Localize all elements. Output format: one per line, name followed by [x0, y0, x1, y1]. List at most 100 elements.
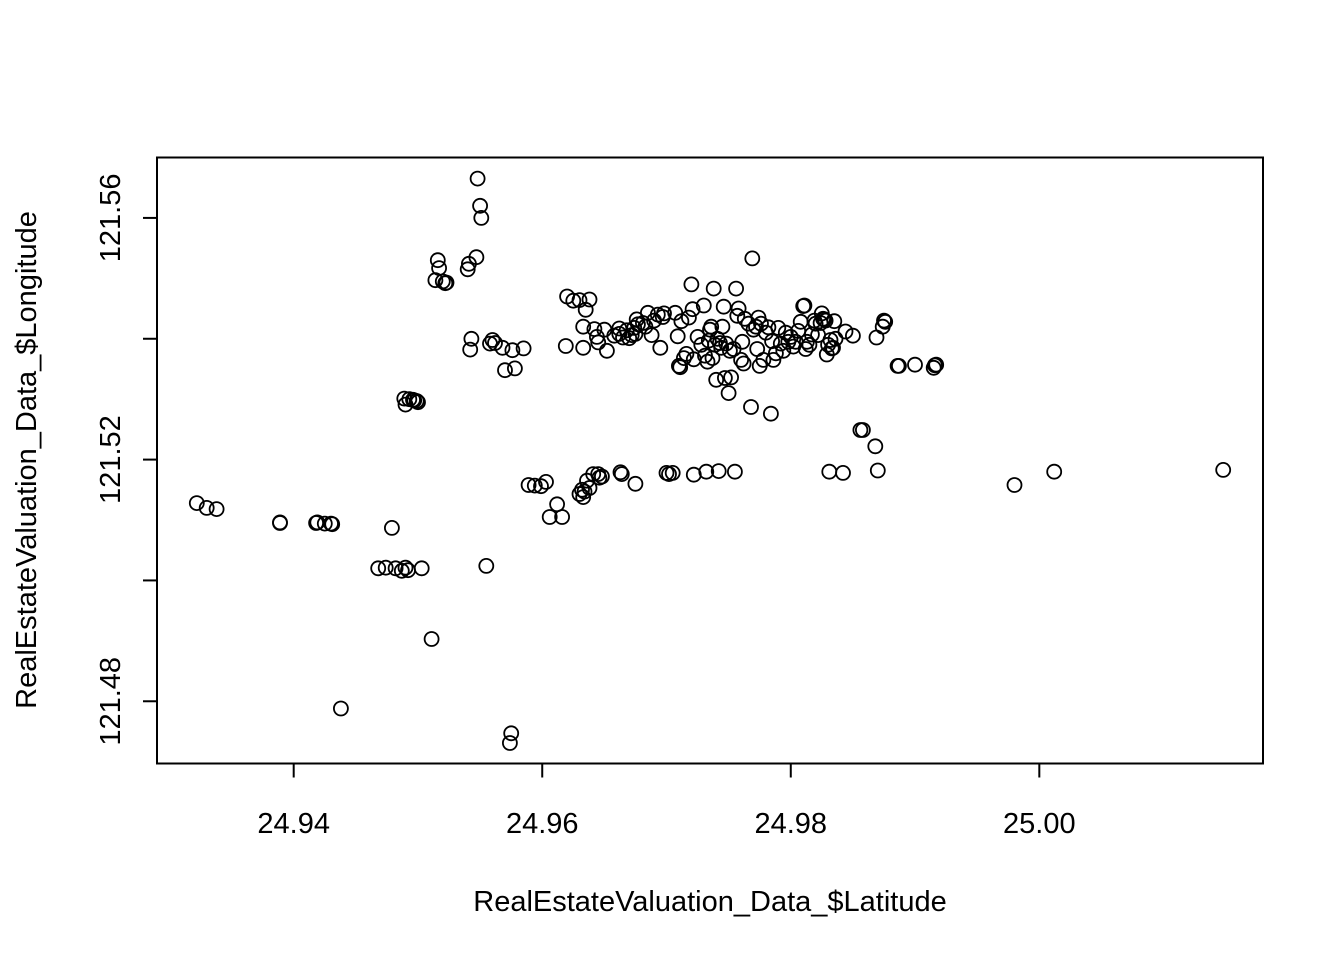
- data-point: [681, 309, 697, 326]
- data-point: [413, 560, 430, 577]
- y-tick-label: 121.48: [95, 657, 127, 746]
- data-point: [423, 631, 440, 647]
- data-point: [463, 330, 480, 347]
- data-point: [459, 261, 476, 278]
- plot-frame: [156, 156, 1264, 765]
- data-point: [755, 351, 772, 368]
- data-point: [627, 475, 644, 492]
- data-point: [728, 280, 744, 297]
- data-point: [565, 292, 582, 309]
- data-point: [316, 515, 333, 532]
- data-point: [735, 355, 752, 372]
- data-point: [410, 394, 426, 411]
- y-axis-label: RealEstateValuation_Data_$Longitude: [11, 211, 43, 709]
- data-point: [689, 328, 706, 345]
- data-point: [590, 334, 607, 351]
- data-point: [673, 313, 690, 330]
- data-point: [397, 559, 414, 576]
- data-point: [611, 325, 628, 342]
- data-point: [907, 356, 923, 373]
- data-point: [729, 307, 746, 324]
- data-point: [473, 209, 490, 226]
- data-point: [577, 301, 594, 318]
- data-point: [825, 339, 841, 356]
- data-point: [1215, 461, 1232, 478]
- data-point: [723, 369, 739, 386]
- data-point: [494, 339, 511, 356]
- data-point: [575, 339, 592, 356]
- data-point: [541, 509, 558, 525]
- data-point: [520, 477, 537, 493]
- data-point: [484, 332, 501, 348]
- data-point: [431, 260, 448, 277]
- data-point: [743, 399, 759, 415]
- data-point: [1006, 477, 1023, 493]
- data-point: [855, 422, 871, 438]
- data-point: [733, 351, 749, 368]
- data-point: [503, 725, 520, 742]
- data-point: [765, 351, 782, 368]
- data-point: [504, 342, 521, 359]
- data-point: [576, 483, 593, 500]
- data-point: [705, 280, 722, 297]
- data-point: [672, 359, 689, 376]
- data-point: [876, 312, 892, 329]
- data-point: [727, 463, 743, 480]
- data-point: [1046, 463, 1063, 480]
- data-point: [462, 341, 479, 358]
- data-point: [703, 318, 720, 335]
- data-point: [591, 469, 608, 486]
- data-point: [775, 342, 792, 359]
- data-point: [612, 464, 629, 481]
- data-point: [720, 385, 737, 402]
- data-point: [664, 464, 681, 481]
- data-point: [581, 291, 598, 308]
- data-point: [538, 473, 554, 490]
- data-point: [468, 249, 485, 266]
- data-point: [698, 463, 715, 480]
- data-point: [554, 509, 570, 525]
- data-point: [796, 297, 813, 314]
- data-point: [821, 463, 838, 480]
- data-point: [574, 481, 590, 498]
- data-point: [656, 305, 672, 322]
- data-point: [613, 466, 630, 483]
- data-point: [877, 313, 894, 330]
- data-point: [817, 312, 834, 329]
- data-point: [715, 298, 732, 315]
- data-point: [370, 560, 387, 577]
- data-point: [478, 558, 495, 574]
- data-point: [826, 313, 843, 330]
- data-point: [472, 197, 489, 214]
- data-point: [777, 324, 794, 341]
- data-point: [626, 319, 643, 336]
- x-tick-label: 24.98: [754, 808, 827, 840]
- data-point: [695, 297, 712, 314]
- data-point: [557, 338, 574, 354]
- data-point: [507, 360, 523, 377]
- data-point: [801, 336, 818, 353]
- data-point: [671, 357, 687, 374]
- data-point: [526, 477, 543, 494]
- data-point: [533, 478, 549, 495]
- data-point: [575, 318, 592, 335]
- data-point: [744, 250, 761, 267]
- data-point: [652, 339, 669, 356]
- x-tick-label: 25.00: [1003, 808, 1076, 840]
- x-tick-label: 24.96: [506, 808, 579, 840]
- data-point: [816, 311, 833, 328]
- data-point: [768, 345, 784, 362]
- data-point: [393, 562, 410, 579]
- data-point: [684, 301, 701, 318]
- data-point: [611, 320, 628, 337]
- data-point: [272, 514, 288, 531]
- data-point: [792, 313, 809, 330]
- x-tick-label: 24.94: [257, 808, 330, 840]
- data-point: [669, 328, 686, 345]
- data-point: [837, 323, 854, 340]
- data-point: [437, 275, 454, 292]
- data-point: [845, 327, 861, 344]
- data-point: [408, 393, 425, 409]
